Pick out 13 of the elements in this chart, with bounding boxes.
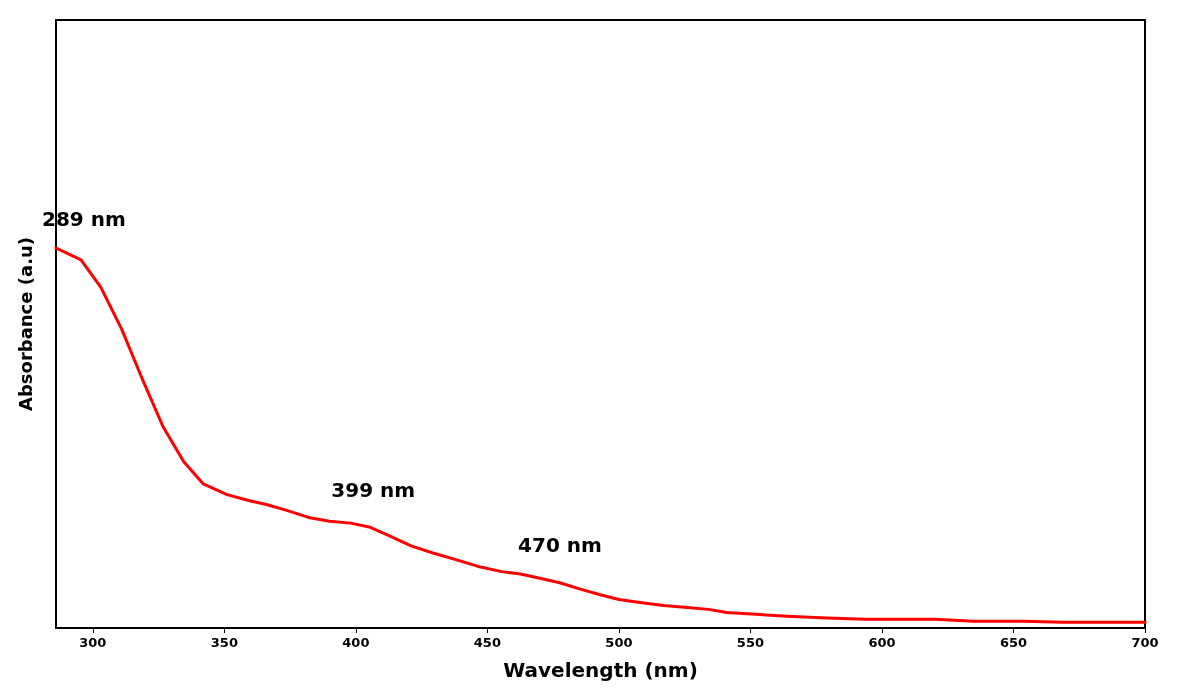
annotation: 399 nm bbox=[331, 478, 416, 503]
x-tick-label: 650 bbox=[999, 635, 1028, 650]
x-tick-label: 700 bbox=[1131, 635, 1159, 650]
x-tick-label: 300 bbox=[79, 635, 107, 650]
annotation: 470 nm bbox=[518, 533, 602, 558]
x-tick-label: 500 bbox=[605, 635, 633, 650]
x-tick-label: 600 bbox=[868, 635, 896, 650]
x-tick-label: 450 bbox=[473, 635, 501, 650]
x-tick-label: 550 bbox=[736, 635, 765, 650]
x-tick-label: 400 bbox=[342, 635, 370, 650]
x-axis-title: Wavelength (nm) bbox=[503, 658, 698, 682]
x-tick-label: 350 bbox=[210, 635, 238, 650]
y-axis-title: Absorbance (a.u) bbox=[14, 236, 36, 412]
